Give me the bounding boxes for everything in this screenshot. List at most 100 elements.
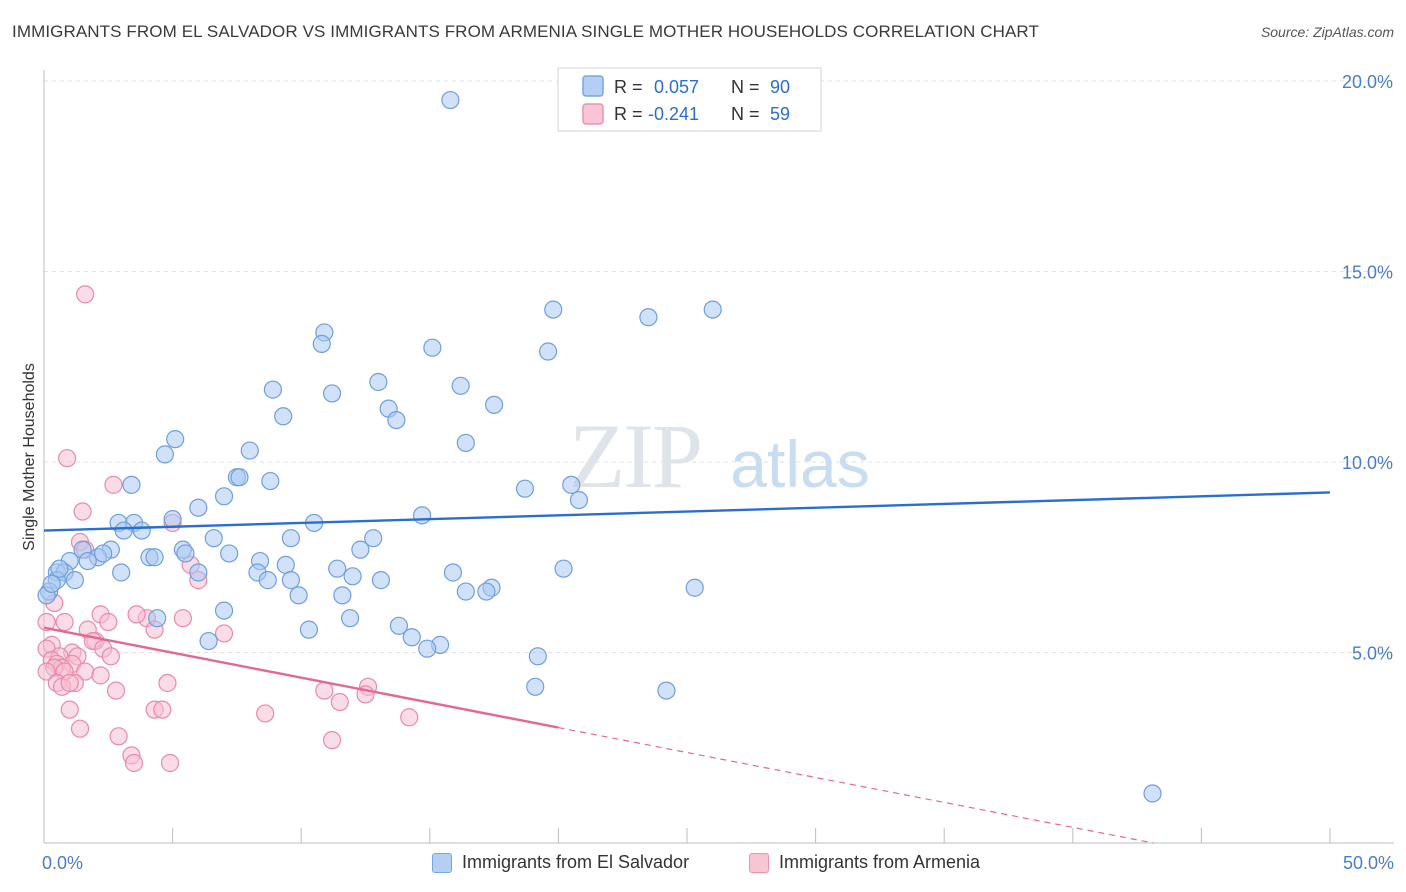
watermark: ZIP atlas [569, 405, 870, 507]
point-el-salvador [145, 548, 164, 567]
point-el-salvador [328, 559, 347, 578]
watermark-atlas: atlas [730, 427, 869, 501]
point-el-salvador [441, 90, 460, 110]
point-el-salvador [263, 380, 283, 399]
source-label: Source: ZipAtlas.com [1260, 24, 1394, 40]
point-armenia [256, 704, 275, 723]
point-el-salvador [176, 544, 195, 563]
point-el-salvador [122, 475, 141, 494]
legend-item-armenia: Immigrants from Armenia [749, 852, 980, 873]
point-el-salvador [515, 479, 535, 498]
point-el-salvador [189, 498, 208, 517]
point-el-salvador [639, 308, 658, 327]
point-el-salvador [443, 563, 463, 582]
trend-line-armenia [43, 626, 559, 729]
point-armenia [214, 624, 234, 643]
tick-labels: 5.0% 10.0% 15.0% 20.0% 0.0% 50.0% [42, 72, 1394, 873]
point-el-salvador [343, 567, 362, 586]
point-el-salvador [274, 407, 293, 426]
point-el-salvador [155, 445, 174, 464]
point-el-salvador [65, 571, 84, 590]
point-armenia [60, 700, 79, 719]
point-el-salvador [220, 544, 239, 563]
legend-n-label: N = [731, 104, 760, 124]
point-armenia [322, 731, 342, 750]
trend-line-armenia-extension [558, 726, 1154, 844]
point-el-salvador [132, 521, 151, 540]
point-el-salvador [289, 586, 308, 605]
point-el-salvador [42, 574, 61, 594]
point-el-salvador [528, 647, 547, 666]
point-el-salvador [230, 468, 249, 487]
point-el-salvador [261, 471, 280, 491]
point-armenia [400, 708, 419, 727]
point-armenia [158, 673, 177, 693]
point-el-salvador [163, 510, 182, 529]
trend-lines [43, 491, 1331, 844]
legend-label-el-salvador: Immigrants from El Salvador [462, 852, 690, 872]
point-el-salvador [199, 631, 218, 651]
trend-line-el-salvador [43, 491, 1331, 532]
legend-r-value: 0.057 [654, 77, 699, 97]
point-armenia [101, 647, 120, 666]
point-armenia [91, 666, 110, 685]
point-el-salvador [299, 620, 319, 639]
point-el-salvador [703, 300, 722, 319]
point-el-salvador [340, 609, 360, 628]
x-tick-label: 0.0% [42, 853, 83, 873]
legend-top: R = 0.057 N = 90 R = -0.241 N = 59 [557, 67, 822, 132]
axes [43, 70, 1394, 844]
point-el-salvador [402, 628, 421, 647]
point-el-salvador [281, 529, 301, 548]
point-armenia [58, 449, 77, 468]
point-el-salvador [333, 586, 352, 605]
point-el-salvador [418, 639, 437, 658]
point-armenia [37, 662, 56, 681]
legend-bottom: Immigrants from El Salvador Immigrants f… [0, 852, 1406, 878]
point-el-salvador [112, 563, 131, 582]
point-el-salvador [562, 475, 581, 494]
point-armenia [124, 753, 144, 773]
point-el-salvador [1143, 784, 1162, 803]
point-el-salvador [166, 430, 185, 449]
series-el-salvador-points [37, 90, 1162, 803]
point-el-salvador [387, 410, 406, 430]
legend-n-label: N = [731, 77, 760, 97]
watermark-zip: ZIP [569, 405, 701, 507]
point-armenia [153, 700, 172, 719]
point-el-salvador [369, 372, 388, 392]
point-el-salvador [485, 395, 504, 414]
point-el-salvador [423, 338, 442, 357]
y-tick-label: 10.0% [1342, 453, 1393, 473]
legend-swatch-el-salvador [582, 75, 604, 97]
point-el-salvador [50, 559, 69, 578]
point-el-salvador [322, 384, 342, 403]
legend-swatch-armenia [749, 852, 769, 873]
point-armenia [109, 727, 128, 746]
point-el-salvador [685, 578, 704, 597]
point-armenia [60, 673, 79, 693]
point-armenia [127, 605, 146, 624]
chart-title: IMMIGRANTS FROM EL SALVADOR VS IMMIGRANT… [12, 22, 1039, 41]
point-el-salvador [554, 559, 573, 578]
point-el-salvador [276, 555, 295, 574]
point-el-salvador [389, 616, 409, 635]
point-el-salvador [351, 540, 370, 559]
point-el-salvador [94, 544, 113, 563]
point-el-salvador [544, 300, 563, 319]
point-el-salvador [312, 334, 331, 353]
y-tick-label: 5.0% [1352, 644, 1393, 664]
point-armenia [76, 285, 95, 304]
point-el-salvador [204, 529, 223, 548]
point-armenia [37, 612, 56, 632]
point-el-salvador [371, 571, 391, 590]
legend-swatch-el-salvador [432, 852, 452, 873]
y-tick-label: 20.0% [1342, 72, 1393, 92]
point-el-salvador [258, 571, 277, 590]
point-el-salvador [456, 582, 475, 601]
point-el-salvador [412, 506, 432, 525]
legend-r-label: R = [614, 104, 643, 124]
point-armenia [70, 719, 90, 738]
y-tick-label: 15.0% [1342, 263, 1393, 283]
